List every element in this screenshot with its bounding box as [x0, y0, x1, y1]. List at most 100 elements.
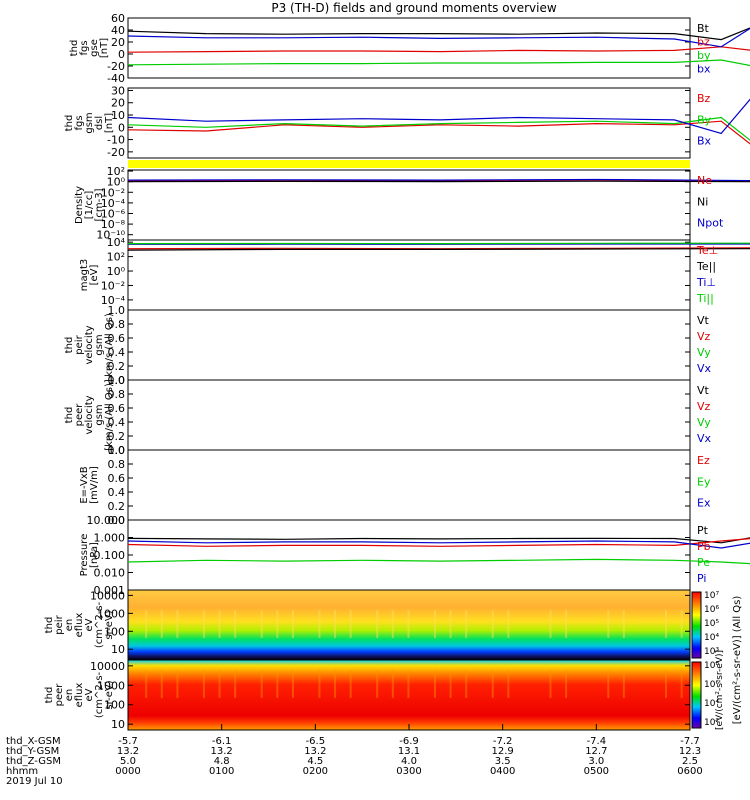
- y-tick-label: 10⁻²: [101, 186, 125, 199]
- series-line-Bt: [127, 27, 750, 41]
- series-line-Bx: [127, 98, 750, 135]
- spectrogram-streak: [607, 610, 610, 638]
- legend-label-Npot: Npot: [697, 217, 724, 230]
- y-tick-label: 10⁻⁴: [101, 294, 126, 307]
- spectrogram-streak: [218, 670, 221, 698]
- colorbar-tick-label: 10³: [704, 647, 719, 657]
- y-tick-label: 1000: [97, 679, 125, 692]
- spectrogram-streak: [276, 670, 279, 698]
- y-axis-label: [nPa]: [89, 542, 100, 568]
- y-axis-label: eV: [84, 688, 95, 701]
- spectrogram-streak: [680, 670, 683, 698]
- y-tick-label: 0.6: [108, 402, 126, 415]
- x-tick-label: 12.7: [585, 746, 607, 757]
- y-axis-label: velocity: [84, 395, 95, 434]
- y-axis-label: [cm-3]: [94, 188, 105, 221]
- x-tick-label: 2.5: [682, 756, 698, 767]
- y-tick-label: 0.8: [108, 318, 126, 331]
- spectrogram-streak: [291, 610, 294, 638]
- y-tick-label: 100: [104, 625, 125, 638]
- legend-label-Vz: Vz: [697, 330, 711, 343]
- colorbar-label: [eV/(cm²-s-sr-eV)] (All Qs): [732, 596, 743, 725]
- x-tick-label: 13.2: [304, 746, 326, 757]
- y-tick-label: 0.0: [108, 444, 126, 457]
- y-tick-label: 1.0: [108, 304, 126, 317]
- x-tick-label: 13.2: [211, 746, 233, 757]
- spectrogram-streak: [391, 610, 394, 638]
- panel-frame-p5: [127, 309, 691, 381]
- y-tick-label: 0.001: [94, 584, 126, 597]
- y-axis-label: Density: [74, 186, 85, 224]
- x-tick-label: 13.1: [398, 746, 420, 757]
- x-tick-label: 3.5: [495, 756, 511, 767]
- series-line-By: [127, 116, 750, 141]
- y-axis-label: peir: [74, 334, 85, 354]
- y-tick-label: 10⁻⁸: [101, 218, 126, 231]
- x-tick-label: -6.1: [212, 736, 232, 747]
- y-axis-label: en: [64, 619, 75, 632]
- y-tick-label: 0.0: [108, 374, 126, 387]
- y-tick-label: 1.0: [108, 444, 126, 457]
- y-axis-label: gsm: [94, 404, 105, 425]
- y-axis-label: km/s (All Qs): [104, 313, 115, 377]
- spectrogram-streak: [507, 670, 510, 698]
- spectrogram-p10: [128, 660, 690, 730]
- y-axis-label: (cm^2-s-: [94, 601, 105, 648]
- y-tick-label: 10⁻⁴: [101, 197, 126, 210]
- y-tick-label: 0.2: [108, 500, 126, 513]
- colorbar-tick-label: 10⁵: [704, 619, 719, 629]
- legend-label-bx: bx: [697, 63, 711, 76]
- y-tick-label: 0.2: [108, 360, 126, 373]
- x-tick-label: 0500: [584, 766, 609, 777]
- y-tick-label: -20: [107, 146, 125, 159]
- series-line-Ti||: [127, 242, 750, 245]
- y-axis-label: peir: [54, 614, 65, 634]
- spectrogram-streak: [449, 610, 452, 638]
- y-tick-label: 0: [118, 121, 125, 134]
- y-tick-label: 10⁻⁶: [101, 207, 126, 220]
- colorbar-tick-label: 10⁷: [704, 591, 719, 601]
- spectrogram-streak: [260, 670, 263, 698]
- panel-frame-p2: [127, 87, 691, 159]
- y-tick-label: 10⁰: [107, 176, 126, 189]
- y-axis-label: [nT]: [99, 38, 110, 58]
- spectrogram-streak: [160, 610, 163, 638]
- y-axis-label: [km/s (All Qs)]: [104, 379, 115, 451]
- y-tick-label: 0.4: [108, 486, 126, 499]
- legend-label-Vt: Vt: [697, 384, 710, 397]
- series-line-Ni: [127, 180, 750, 183]
- spectrogram-streak: [318, 610, 321, 638]
- legend-label-Ne: Ne: [697, 174, 712, 187]
- y-axis-label: [1/cc]: [84, 191, 95, 220]
- panel-frame-p1: [127, 17, 691, 79]
- y-axis-label: peer: [74, 403, 85, 427]
- spectrogram-streak: [334, 670, 337, 698]
- legend-label-Bz: Bz: [697, 92, 711, 105]
- spectrogram-streak: [260, 610, 263, 638]
- y-axis-label: thd: [69, 40, 80, 57]
- x-row-label: thd_Z-GSM: [6, 756, 61, 767]
- legend-label-Te||: Te||: [696, 260, 716, 273]
- spectrogram-streak: [491, 670, 494, 698]
- x-tick-label: -7.7: [680, 736, 700, 747]
- y-axis-label: E=-VxB: [79, 466, 90, 503]
- x-tick-label: 0100: [209, 766, 234, 777]
- yellow-status-bar: [128, 160, 690, 168]
- y-tick-label: 10.000: [87, 514, 126, 527]
- spectrogram-streak: [160, 670, 163, 698]
- x-tick-label: 0000: [115, 766, 140, 777]
- y-tick-label: 0.2: [108, 430, 126, 443]
- y-tick-label: 10⁻¹⁰: [96, 229, 125, 242]
- y-tick-label: 30: [111, 84, 125, 97]
- y-tick-label: 0: [118, 48, 125, 61]
- y-axis-label: thd: [64, 337, 75, 354]
- y-tick-label: 1.000: [94, 532, 126, 545]
- spectrogram-streak: [622, 670, 625, 698]
- y-axis-label: fgs: [79, 40, 90, 55]
- y-tick-label: 1.0: [108, 374, 126, 387]
- x-tick-label: -7.4: [587, 736, 607, 747]
- y-tick-label: 0.010: [94, 567, 126, 580]
- spectrogram-streak: [565, 670, 568, 698]
- panel-frame-p7: [127, 449, 691, 521]
